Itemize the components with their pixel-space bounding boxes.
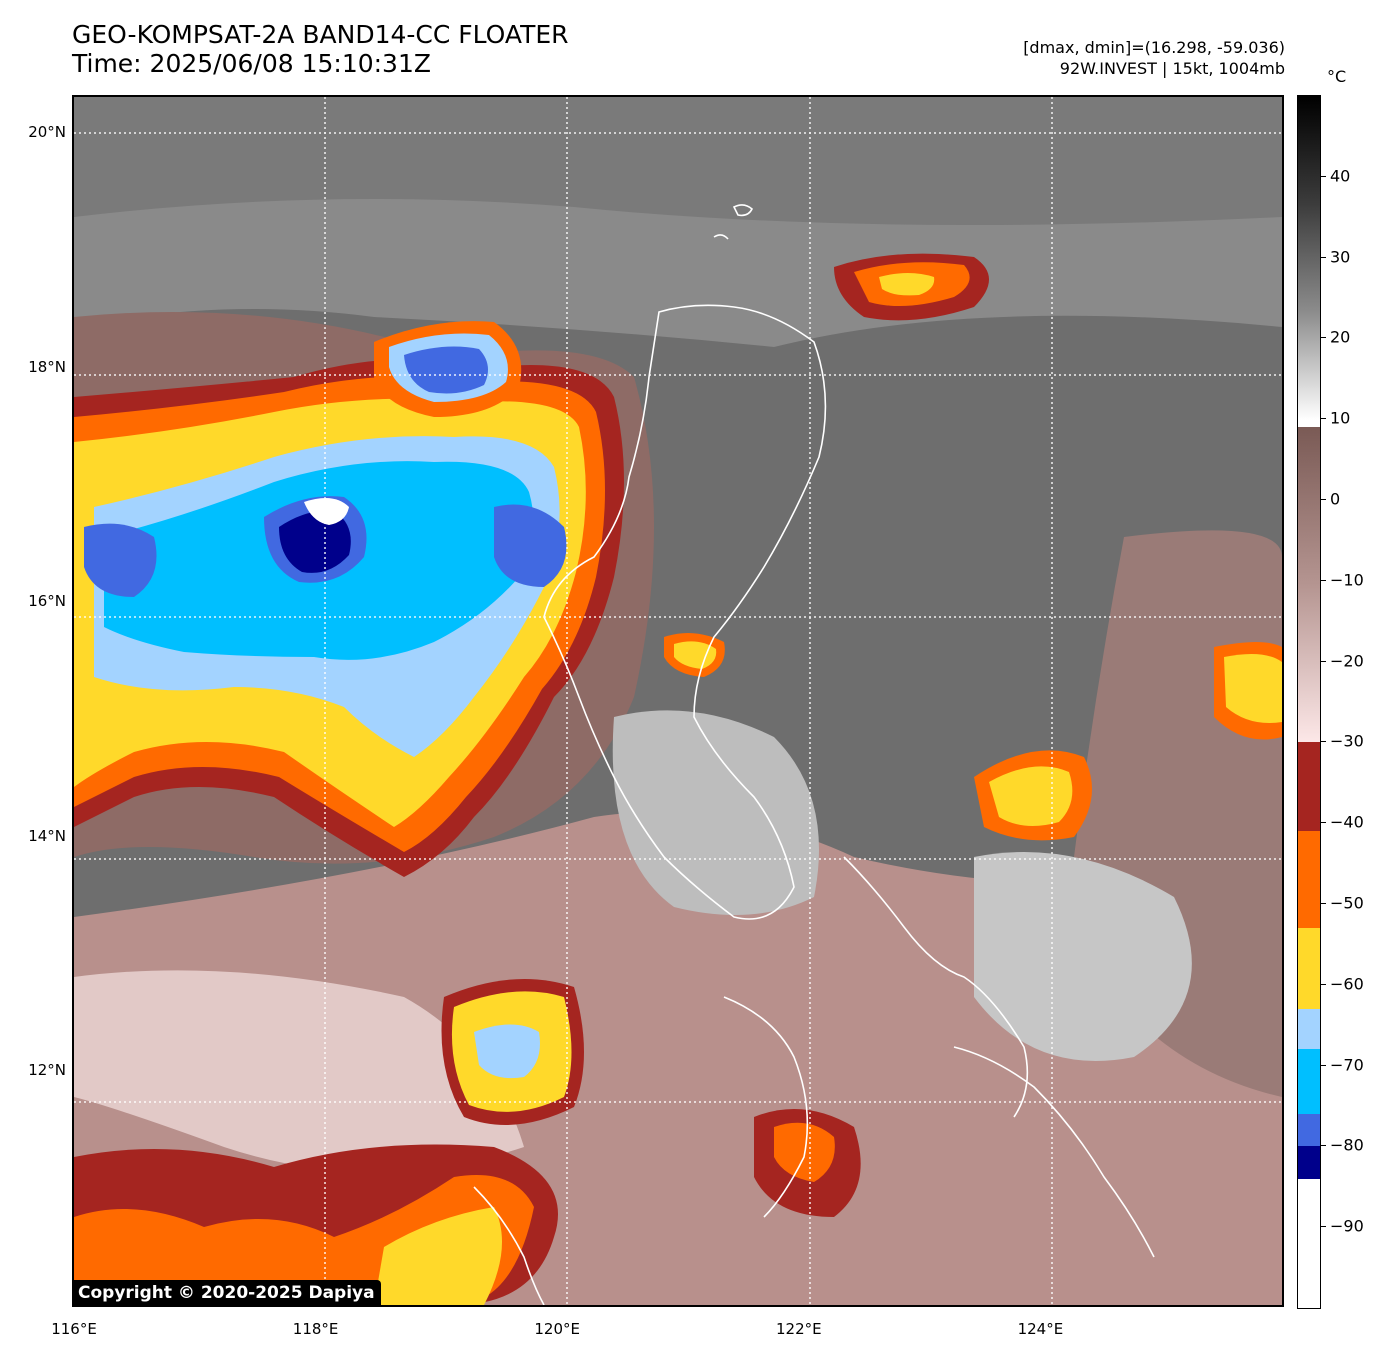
north-cell-core xyxy=(404,346,488,394)
colorbar-band xyxy=(1298,96,1320,420)
colorbar-tick-label: −80 xyxy=(1330,1135,1364,1155)
lon-label: 120°E xyxy=(534,1320,580,1338)
lat-label: 18°N xyxy=(28,357,66,376)
colorbar-tick-mark xyxy=(1321,499,1326,500)
colorbar-band xyxy=(1298,427,1320,743)
colorbar-tick-label: 40 xyxy=(1330,166,1351,186)
colorbar-tick-label: 0 xyxy=(1330,489,1341,509)
colorbar-tick-mark xyxy=(1321,175,1326,177)
colorbar-band xyxy=(1298,831,1320,929)
south-cell-core xyxy=(474,1024,540,1079)
colorbar-tick-label: −30 xyxy=(1330,731,1364,751)
palawan-coastline xyxy=(473,1186,545,1305)
upper-cloud-band-dark xyxy=(74,97,1282,225)
lat-label: 12°N xyxy=(28,1061,66,1080)
warm-land-region xyxy=(612,710,819,915)
babuyan-islands xyxy=(713,234,729,240)
far-east-cell-core xyxy=(1224,653,1282,723)
northeast-cell-core xyxy=(879,273,935,296)
colorbar-band xyxy=(1298,1146,1320,1180)
dmax-dmin-readout: [dmax, dmin]=(16.298, -59.036) xyxy=(1023,38,1285,57)
satellite-map xyxy=(72,95,1284,1307)
colorbar-band xyxy=(1298,1114,1320,1147)
lat-label: 20°N xyxy=(28,123,66,142)
colorbar-tick-mark xyxy=(1321,1064,1326,1066)
colorbar-unit: °C xyxy=(1327,67,1347,86)
colorbar-tick-label: −60 xyxy=(1330,974,1364,994)
colorbar-tick-mark xyxy=(1321,579,1326,581)
copyright-label: Copyright © 2020-2025 Dapiya xyxy=(72,1280,381,1306)
colorbar-tick-label: −70 xyxy=(1330,1055,1364,1075)
central-small-cell-core xyxy=(674,641,717,669)
colorbar-tick-mark xyxy=(1321,1145,1326,1147)
colorbar xyxy=(1297,95,1321,1309)
colorbar-tick-mark xyxy=(1321,903,1326,904)
colorbar-tick-label: 30 xyxy=(1330,247,1351,267)
luzon-coastline xyxy=(543,304,827,920)
lat-label: 16°N xyxy=(28,592,66,611)
east-cell-core xyxy=(989,766,1073,826)
lat-label: 14°N xyxy=(28,826,66,845)
colorbar-tick-label: −50 xyxy=(1330,893,1364,913)
colorbar-band xyxy=(1298,742,1320,832)
colorbar-tick-mark xyxy=(1321,983,1326,985)
graticule xyxy=(74,97,1282,1305)
lon-label: 122°E xyxy=(775,1320,822,1338)
title-line-product: GEO-KOMPSAT-2A BAND14-CC FLOATER xyxy=(72,20,569,49)
colorbar-tick-label: 20 xyxy=(1330,327,1351,347)
pink-low-cloud xyxy=(74,970,524,1172)
colorbar-band xyxy=(1298,928,1320,1010)
colorbar-tick-mark xyxy=(1321,256,1326,258)
bicol-coastline xyxy=(843,856,1029,1118)
colorbar-tick-mark xyxy=(1321,741,1326,743)
colorbar-band xyxy=(1298,1049,1320,1115)
colorbar-tick-mark xyxy=(1321,418,1326,420)
southwest-convection-core xyxy=(374,1207,502,1305)
colorbar-tick-label: −90 xyxy=(1330,1216,1364,1236)
invest-readout: 92W.INVEST | 15kt, 1004mb xyxy=(1059,59,1285,78)
colorbar-tick-label: 10 xyxy=(1330,408,1351,428)
visayas-coastline xyxy=(953,1046,1155,1258)
colorbar-tick-mark xyxy=(1321,660,1326,662)
warm-land-region-east xyxy=(974,852,1192,1061)
colorbar-tick-label: −10 xyxy=(1330,570,1364,590)
batanes-islands xyxy=(732,204,753,217)
lon-label: 118°E xyxy=(292,1320,339,1338)
overshooting-top xyxy=(304,498,349,525)
west-cold-cell xyxy=(84,523,157,597)
title-line-time: Time: 2025/06/08 15:10:31Z xyxy=(72,49,431,78)
chart-title: GEO-KOMPSAT-2A BAND14-CC FLOATER Time: 2… xyxy=(72,20,569,78)
east-cold-cell xyxy=(494,504,567,587)
colorbar-tick-label: −20 xyxy=(1330,651,1364,671)
convection-core xyxy=(279,511,351,573)
colorbar-tick-mark xyxy=(1321,337,1326,339)
colorbar-tick-mark xyxy=(1321,822,1326,824)
lon-label: 116°E xyxy=(51,1320,97,1338)
storm-info: [dmax, dmin]=(16.298, -59.036) 92W.INVES… xyxy=(1023,37,1285,79)
colorbar-tick-label: −40 xyxy=(1330,812,1364,832)
colorbar-tick-mark xyxy=(1321,1226,1326,1228)
lon-label: 124°E xyxy=(1017,1320,1064,1338)
satellite-imagery xyxy=(74,97,1282,1305)
colorbar-band xyxy=(1298,1009,1320,1050)
colorbar-band xyxy=(1298,1178,1320,1308)
